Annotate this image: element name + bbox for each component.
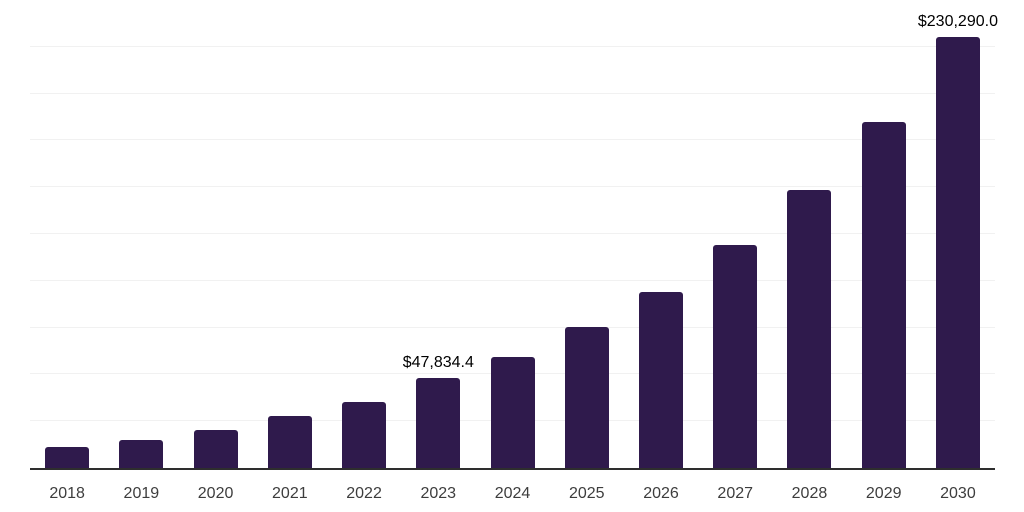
bar-slot-2029 — [847, 0, 921, 468]
bar-slot-2024 — [475, 0, 549, 468]
bar-2022 — [342, 401, 387, 468]
bar-2027 — [713, 244, 758, 468]
gridline — [30, 186, 995, 188]
bar-slot-2021 — [253, 0, 327, 468]
gridline — [30, 45, 995, 47]
bar-slot-2023: $47,834.4 — [401, 0, 475, 468]
x-tick-2024: 2024 — [494, 485, 531, 502]
data-label-2023: $47,834.4 — [402, 354, 474, 372]
bars: $47,834.4 $230,290.0 — [30, 0, 998, 468]
x-tick-2029: 2029 — [865, 485, 902, 502]
bar-2024 — [490, 356, 535, 468]
bar-slot-2028 — [772, 0, 846, 468]
x-tick-2021: 2021 — [272, 485, 308, 502]
x-axis-labels: 2018 2019 2020 2021 2022 2023 2024 2025 2026 2027… — [30, 486, 995, 502]
bar-2020 — [193, 430, 238, 468]
x-tick-2022: 2022 — [346, 485, 382, 502]
bar-slot-2022 — [327, 0, 401, 468]
bar-2023 — [416, 378, 461, 468]
bar-2028 — [787, 190, 832, 468]
gridline — [30, 233, 995, 234]
bar-slot-2026 — [624, 0, 698, 468]
x-tick-2019: 2019 — [123, 485, 160, 502]
bar-slot-2018 — [30, 0, 104, 468]
x-tick-2026: 2026 — [643, 485, 679, 502]
x-tick-2028: 2028 — [791, 485, 828, 502]
bar-2018 — [45, 447, 90, 468]
x-axis-line — [30, 468, 995, 470]
bar-2026 — [638, 292, 683, 468]
bar-2029 — [861, 121, 906, 468]
bar-2030 — [935, 36, 980, 468]
bar-slot-2020 — [178, 0, 252, 468]
x-tick-2025: 2025 — [568, 485, 605, 502]
gridline — [30, 279, 995, 281]
bar-2019 — [119, 439, 164, 468]
x-tick-2030: 2030 — [940, 485, 976, 502]
bar-slot-2027 — [698, 0, 772, 468]
data-label-2030: $230,290.0 — [917, 12, 998, 30]
x-tick-2023: 2023 — [420, 485, 457, 502]
gridline — [30, 139, 995, 141]
bar-slot-2025 — [550, 0, 624, 468]
bar-2025 — [564, 326, 609, 468]
bar-2021 — [267, 416, 312, 468]
bar-slot-2030: $230,290.0 — [917, 0, 998, 468]
x-tick-2020: 2020 — [197, 485, 234, 502]
x-tick-2027: 2027 — [717, 485, 754, 502]
gridline — [30, 92, 995, 94]
x-tick-2018: 2018 — [49, 485, 85, 502]
bar-slot-2019 — [104, 0, 178, 468]
gridline — [30, 326, 995, 328]
plot-area: $47,834.4 $230,290.0 — [30, 0, 998, 468]
